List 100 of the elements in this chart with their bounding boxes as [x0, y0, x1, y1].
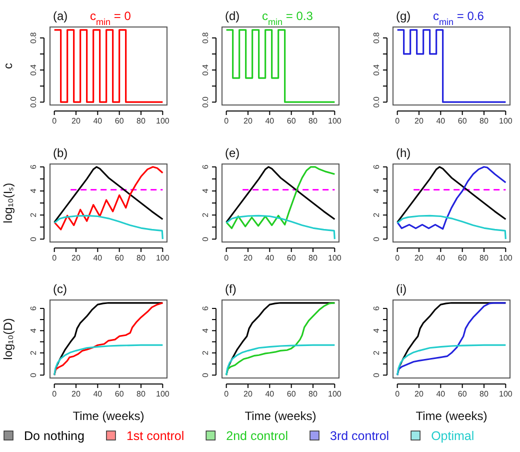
y-tick-label: 0 [29, 372, 38, 378]
x-tick-label: 20 [244, 116, 253, 126]
y-tick-label: 6 [201, 164, 210, 170]
x-tick-label: 0 [224, 254, 230, 263]
y-axis-title: log₁₀(Iₛ) [1, 182, 15, 224]
x-tick-label: 0 [395, 390, 400, 399]
chart-title: (a) [53, 9, 68, 23]
chart-title: (b) [53, 146, 68, 160]
chart-title: (g) [396, 9, 411, 23]
x-tick-label: 20 [72, 390, 81, 399]
y-tick-label: 4 [29, 328, 38, 333]
y-tick-label: 0 [372, 372, 381, 378]
x-axis-title: Time (weeks) [244, 409, 316, 423]
y-tick-label: 2 [29, 350, 38, 356]
x-tick-label: 80 [480, 390, 489, 399]
x-tick-label: 40 [93, 116, 103, 126]
x-tick-label: 80 [308, 390, 318, 399]
x-tick-label: 20 [414, 254, 424, 263]
legend-label: 1st control [126, 429, 184, 443]
chart-subtitle: c$_{min}$ = 0.3 [262, 9, 314, 27]
y-tick-label: 6 [372, 306, 381, 311]
chart-title: (e) [225, 146, 240, 160]
x-tick-label: 0 [395, 116, 400, 126]
y-tick-label: 4 [372, 188, 381, 194]
legend-label: Optimal [431, 429, 474, 443]
x-tick-label: 40 [265, 390, 275, 399]
x-tick-label: 100 [328, 390, 342, 399]
x-tick-label: 0 [224, 390, 230, 399]
legend-label: 2nd control [226, 429, 288, 443]
x-tick-label: 100 [328, 116, 342, 126]
x-tick-label: 20 [244, 254, 253, 263]
legend-label: 3rd control [330, 429, 390, 443]
x-tick-label: 20 [414, 390, 424, 399]
x-tick-label: 80 [136, 390, 146, 399]
y-tick-label: 0.0 [29, 96, 38, 108]
y-tick-label: 0.4 [201, 64, 210, 76]
x-tick-label: 0 [52, 390, 58, 399]
line-series [396, 344, 506, 376]
x-tick-label: 40 [436, 116, 446, 126]
y-tick-label: 0 [201, 372, 210, 378]
x-tick-label: 60 [286, 390, 296, 399]
y-tick-label: 0 [29, 236, 38, 242]
x-tick-label: 60 [458, 254, 468, 263]
y-tick-label: 6 [29, 164, 38, 170]
chart-title: (h) [396, 146, 411, 160]
y-tick-label: 4 [201, 328, 210, 333]
x-tick-label: 100 [328, 254, 342, 263]
y-axis-title: log₁₀(D) [1, 318, 15, 360]
chart-title: (d) [225, 9, 240, 23]
x-tick-label: 100 [156, 390, 170, 399]
x-tick-label: 60 [286, 254, 296, 263]
x-axis-title: Time (weeks) [416, 409, 488, 423]
y-tick-label: 0 [372, 236, 381, 242]
line-series [226, 214, 336, 240]
x-tick-label: 20 [244, 390, 253, 399]
y-tick-label: 2 [201, 212, 210, 218]
chart-subtitle: c$_{min}$ = 0.6 [433, 9, 484, 27]
x-tick-label: 0 [52, 116, 58, 126]
x-tick-label: 0 [52, 254, 58, 263]
line-series [54, 214, 164, 240]
x-tick-label: 80 [480, 254, 489, 263]
x-tick-label: 80 [308, 116, 318, 126]
y-tick-label: 0 [201, 236, 210, 242]
x-tick-label: 40 [265, 254, 275, 263]
x-tick-label: 60 [286, 116, 296, 126]
x-axis-title: Time (weeks) [72, 409, 144, 423]
legend-label: Do nothing [24, 429, 85, 443]
y-tick-label: 0.8 [29, 32, 38, 44]
chart-title: (f) [225, 282, 236, 296]
x-tick-label: 40 [93, 254, 103, 263]
chart-title: (c) [53, 282, 67, 296]
x-tick-label: 100 [156, 254, 170, 263]
y-tick-label: 0.0 [372, 96, 381, 108]
x-tick-label: 20 [72, 254, 81, 263]
y-tick-label: 0.8 [201, 32, 210, 44]
x-tick-label: 80 [308, 254, 318, 263]
x-tick-label: 20 [72, 116, 81, 126]
y-tick-label: 0.4 [29, 64, 38, 76]
x-tick-label: 20 [414, 116, 424, 126]
x-tick-label: 100 [156, 116, 170, 126]
y-tick-label: 6 [29, 306, 38, 311]
line-series [396, 214, 506, 240]
x-tick-label: 60 [458, 116, 468, 126]
line-series [54, 344, 164, 376]
x-tick-label: 40 [436, 390, 446, 399]
chart-title: (i) [396, 282, 407, 296]
line-series [226, 344, 336, 376]
x-tick-label: 0 [395, 254, 400, 263]
x-tick-label: 40 [436, 254, 446, 263]
y-tick-label: 6 [372, 164, 381, 170]
y-tick-label: 4 [201, 188, 210, 194]
x-tick-label: 80 [136, 254, 146, 263]
x-tick-label: 0 [224, 116, 230, 126]
x-tick-label: 100 [498, 254, 513, 263]
chart-subtitle: c$_{min}$ = 0 [90, 9, 132, 27]
y-tick-label: 2 [372, 212, 381, 218]
x-tick-label: 80 [136, 116, 146, 126]
x-tick-label: 40 [93, 390, 103, 399]
y-tick-label: 4 [372, 328, 381, 333]
y-axis-title: c [1, 63, 15, 69]
